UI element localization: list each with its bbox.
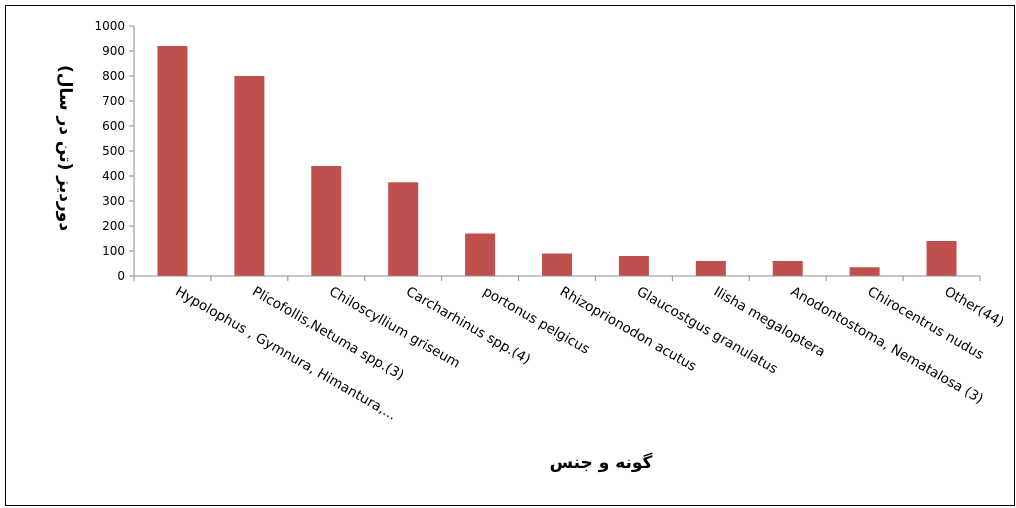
bar	[695, 261, 726, 276]
y-tick-label: 1000	[94, 19, 125, 33]
x-category-label: Rhizoprionodon acutus	[557, 284, 699, 375]
y-tick-label: 100	[102, 244, 125, 258]
bar-chart: 0 100 200 300 400 500 600 700 800 900 1000 Hypolop…	[55, 19, 1007, 473]
y-axis-title: دوردیز (تن در سال)	[55, 65, 75, 231]
bar	[618, 256, 649, 276]
x-category-label: Glaucostgus granulatus	[634, 284, 780, 378]
bar	[465, 233, 496, 276]
x-category-label: Chiloscyllium griseum	[326, 284, 462, 372]
bar	[388, 182, 419, 276]
bar	[849, 267, 880, 276]
bars	[157, 46, 957, 276]
bar	[234, 76, 265, 276]
y-tick-label: 900	[102, 44, 125, 58]
x-axis-ticks	[133, 276, 981, 281]
y-tick-label: 200	[102, 219, 125, 233]
y-tick-label: 0	[117, 269, 125, 283]
y-tick-label: 500	[102, 144, 125, 158]
y-tick-label: 300	[102, 194, 125, 208]
y-tick-label: 400	[102, 169, 125, 183]
x-axis-title: گونه و جنس	[550, 452, 653, 473]
x-category-label: Carcharhinus spp.(4)	[403, 284, 533, 368]
bar	[542, 253, 572, 276]
bar	[311, 166, 342, 276]
bar	[926, 241, 957, 276]
bar	[772, 261, 803, 276]
y-tick-label: 800	[102, 69, 125, 83]
y-tick-label: 700	[102, 94, 125, 108]
y-axis-ticks: 0 100 200 300 400 500 600 700 800 900 1000	[94, 19, 134, 283]
x-category-label: Other(44)	[942, 284, 1007, 331]
chart-frame: 0 100 200 300 400 500 600 700 800 900 1000 Hypolop…	[5, 5, 1015, 506]
bar	[157, 46, 188, 276]
y-tick-label: 600	[102, 119, 125, 133]
x-axis-category-labels: Hypolophus , Gymnura, Himantura,...Plico…	[172, 284, 1006, 424]
